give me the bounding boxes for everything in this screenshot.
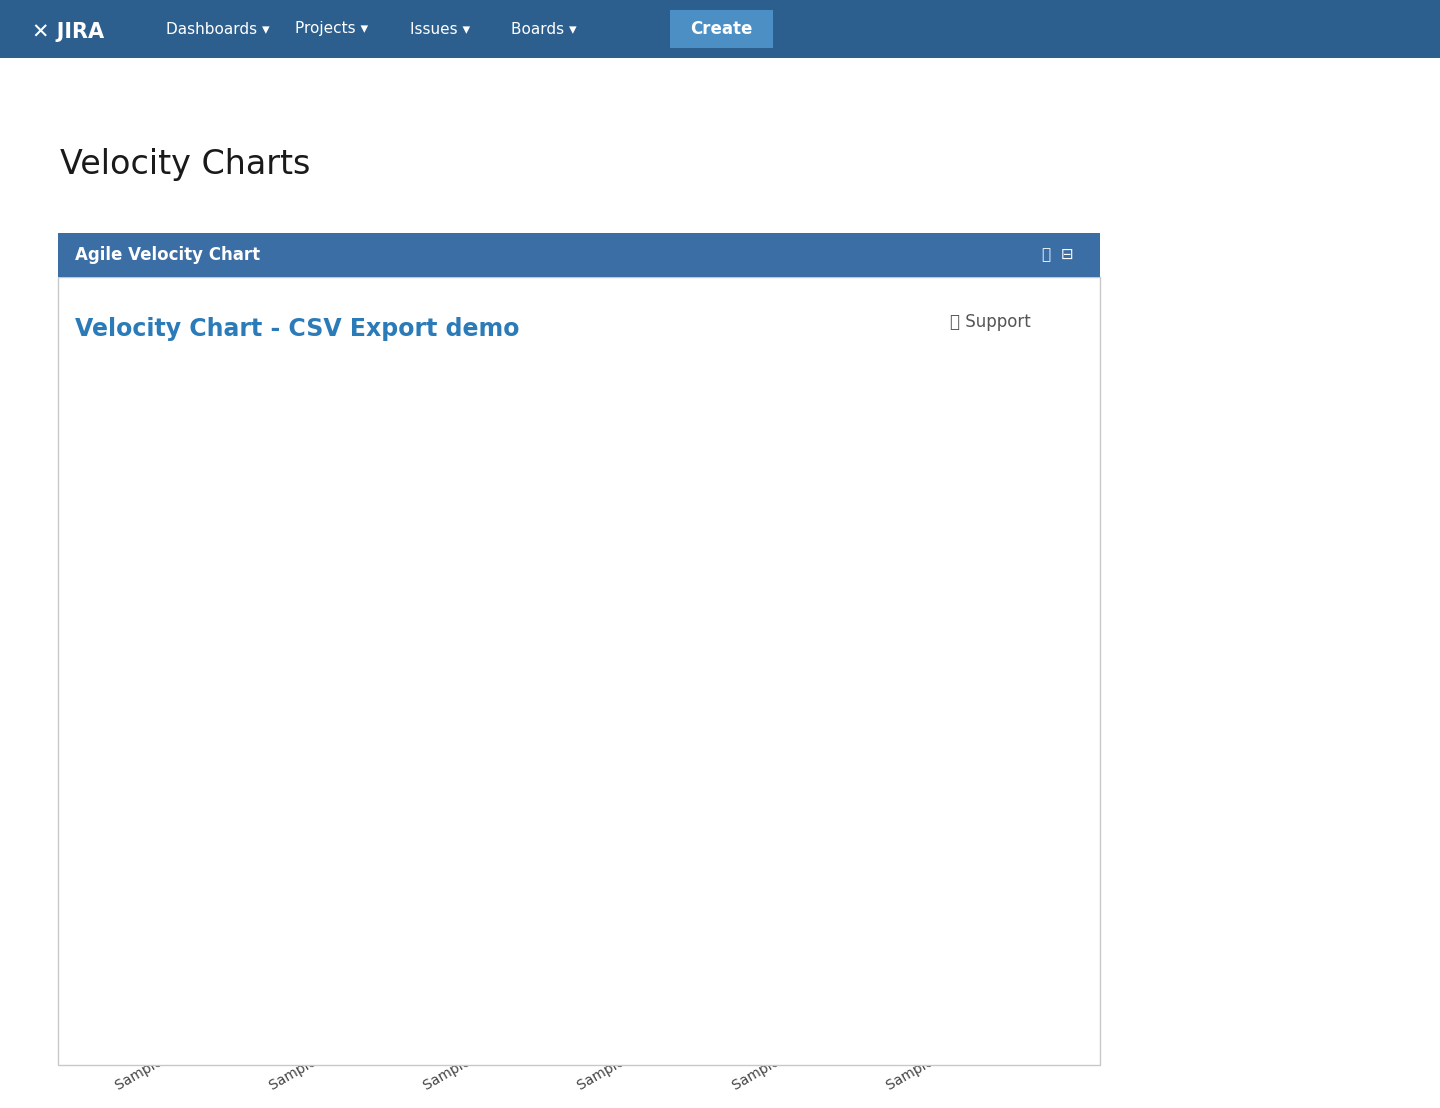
Bar [161,434,216,1020]
Text: ⬇ Export: ⬇ Export [828,312,901,331]
Bar [471,890,524,1020]
Text: Agile Velocity Chart: Agile Velocity Chart [75,246,261,264]
Text: Boards ▾: Boards ▾ [511,21,577,37]
Text: Export to CSV format: Export to CSV format [755,356,916,370]
Bar [625,858,678,1020]
Text: Velocity Chart - CSV Export demo: Velocity Chart - CSV Export demo [75,317,520,341]
Bar [779,532,832,1020]
Text: ⓘ Support: ⓘ Support [950,312,1031,331]
Text: Velocity Charts: Velocity Charts [60,148,311,181]
Bar [986,792,1041,1020]
Bar [216,500,269,1020]
Legend: planned, completed: planned, completed [962,376,1079,427]
Bar [317,661,370,1020]
Text: ⤢  ⊟: ⤢ ⊟ [1043,247,1074,263]
Bar [370,824,425,1020]
Bar [678,858,733,1020]
Bar [524,890,579,1020]
Text: Projects ▾: Projects ▾ [295,21,369,37]
Bar [832,661,887,1020]
Text: Dashboards ▾: Dashboards ▾ [166,21,269,37]
Text: Issues ▾: Issues ▾ [410,21,471,37]
Bar [933,792,986,1020]
Text: Create: Create [690,20,753,38]
Y-axis label: Story Points: Story Points [63,649,78,740]
Text: ✕ JIRA: ✕ JIRA [32,22,104,42]
